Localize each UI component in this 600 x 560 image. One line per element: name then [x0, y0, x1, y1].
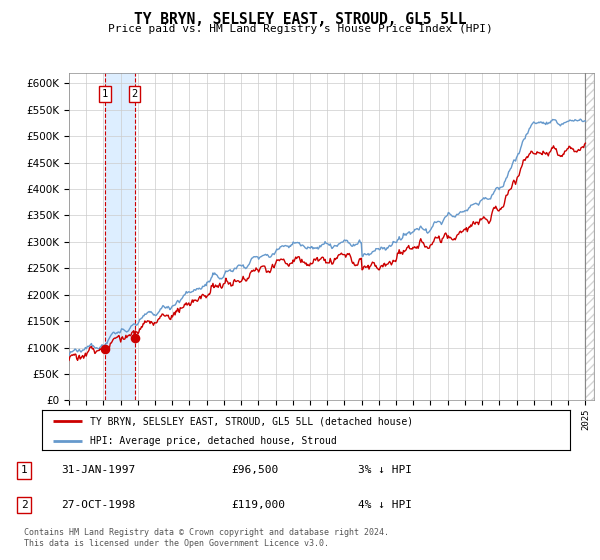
Text: HPI: Average price, detached house, Stroud: HPI: Average price, detached house, Stro…: [89, 436, 336, 446]
Text: 27-OCT-1998: 27-OCT-1998: [61, 500, 135, 510]
Text: TY BRYN, SELSLEY EAST, STROUD, GL5 5LL (detached house): TY BRYN, SELSLEY EAST, STROUD, GL5 5LL (…: [89, 416, 413, 426]
Bar: [586, 73, 594, 400]
Point: [130, 333, 140, 342]
Bar: [586, 73, 594, 400]
Text: TY BRYN, SELSLEY EAST, STROUD, GL5 5LL: TY BRYN, SELSLEY EAST, STROUD, GL5 5LL: [134, 12, 466, 27]
Text: £96,500: £96,500: [231, 465, 278, 475]
Text: 3% ↓ HPI: 3% ↓ HPI: [358, 465, 412, 475]
Bar: [105, 73, 135, 400]
Text: 2: 2: [131, 89, 138, 99]
Text: £119,000: £119,000: [231, 500, 285, 510]
Text: 31-JAN-1997: 31-JAN-1997: [61, 465, 135, 475]
Text: Price paid vs. HM Land Registry's House Price Index (HPI): Price paid vs. HM Land Registry's House …: [107, 24, 493, 34]
Text: 2: 2: [20, 500, 28, 510]
Point: [100, 345, 110, 354]
Text: Contains HM Land Registry data © Crown copyright and database right 2024.
This d: Contains HM Land Registry data © Crown c…: [24, 528, 389, 548]
Text: 4% ↓ HPI: 4% ↓ HPI: [358, 500, 412, 510]
Text: 1: 1: [101, 89, 108, 99]
Text: 1: 1: [20, 465, 28, 475]
